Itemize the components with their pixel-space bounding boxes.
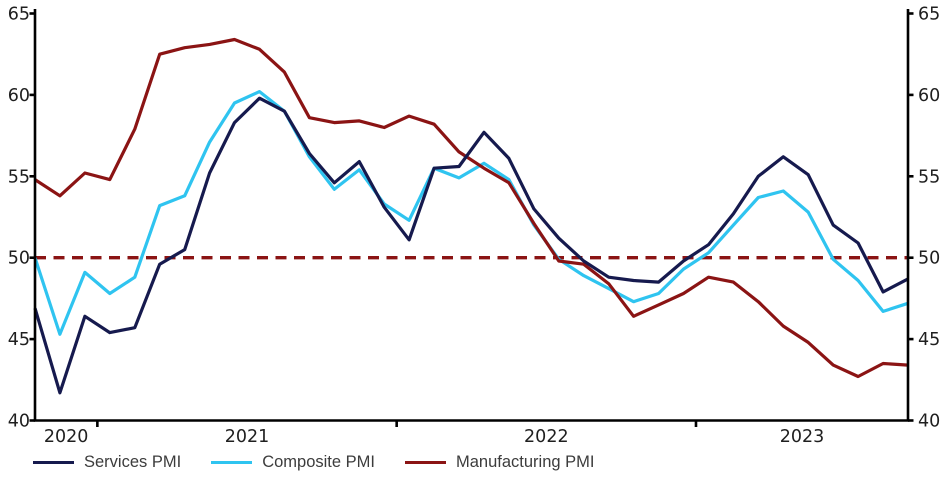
y-axis-label-right-65: 65 — [918, 5, 940, 25]
chart-legend: Services PMI Composite PMI Manufacturing… — [33, 451, 594, 473]
series-line-services-pmi — [33, 96, 909, 395]
y-axis-label-left-60: 60 — [8, 86, 30, 106]
y-axis-label-right-40: 40 — [918, 412, 940, 432]
legend-swatch-composite — [211, 460, 253, 464]
y-axis-label-right-45: 45 — [918, 330, 940, 350]
y-axis-label-left-55: 55 — [8, 167, 30, 187]
x-axis-label-2020: 2020 — [44, 427, 89, 447]
legend-item-services: Services PMI — [33, 453, 181, 472]
legend-item-composite: Composite PMI — [211, 453, 375, 472]
legend-label-composite: Composite PMI — [262, 452, 375, 471]
series-line-composite-pmi — [33, 89, 909, 336]
y-axis-label-left-45: 45 — [8, 330, 30, 350]
y-axis-label-left-65: 65 — [8, 5, 30, 25]
legend-swatch-manufacturing — [404, 460, 446, 464]
y-axis-label-right-60: 60 — [918, 86, 940, 106]
x-axis-label-2023: 2023 — [780, 427, 825, 447]
legend-label-services: Services PMI — [84, 452, 182, 471]
legend-swatch-services — [33, 460, 74, 464]
series-line-manufacturing-pmi — [34, 37, 909, 379]
y-axis-label-right-55: 55 — [918, 167, 940, 187]
y-axis-label-left-40: 40 — [8, 412, 30, 432]
y-axis-label-left-50: 50 — [8, 249, 30, 269]
x-axis-label-2022: 2022 — [524, 427, 569, 447]
y-axis-label-right-50: 50 — [918, 249, 940, 269]
legend-label-manufacturing: Manufacturing PMI — [455, 452, 595, 471]
legend-item-manufacturing: Manufacturing PMI — [404, 452, 595, 472]
x-axis-label-2021: 2021 — [225, 427, 270, 447]
